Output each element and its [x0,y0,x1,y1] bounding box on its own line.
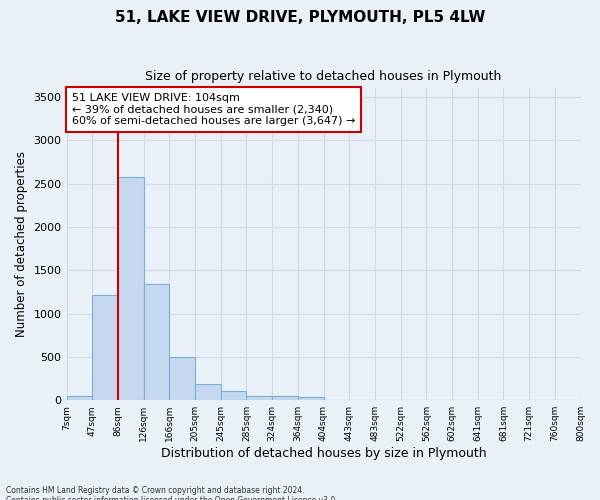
Text: 51, LAKE VIEW DRIVE, PLYMOUTH, PL5 4LW: 51, LAKE VIEW DRIVE, PLYMOUTH, PL5 4LW [115,10,485,25]
Bar [272,396,298,400]
Title: Size of property relative to detached houses in Plymouth: Size of property relative to detached ho… [145,70,502,83]
Bar [143,284,169,400]
Bar [298,397,323,400]
Bar [247,396,272,400]
Bar [195,384,221,400]
Bar [169,357,195,400]
Text: Contains public sector information licensed under the Open Government Licence v3: Contains public sector information licen… [6,496,338,500]
X-axis label: Distribution of detached houses by size in Plymouth: Distribution of detached houses by size … [161,447,487,460]
Bar [67,396,92,400]
Text: Contains HM Land Registry data © Crown copyright and database right 2024.: Contains HM Land Registry data © Crown c… [6,486,305,495]
Bar [118,176,143,400]
Text: 51 LAKE VIEW DRIVE: 104sqm
← 39% of detached houses are smaller (2,340)
60% of s: 51 LAKE VIEW DRIVE: 104sqm ← 39% of deta… [71,93,355,126]
Y-axis label: Number of detached properties: Number of detached properties [15,152,28,338]
Bar [221,391,247,400]
Bar [92,294,118,400]
